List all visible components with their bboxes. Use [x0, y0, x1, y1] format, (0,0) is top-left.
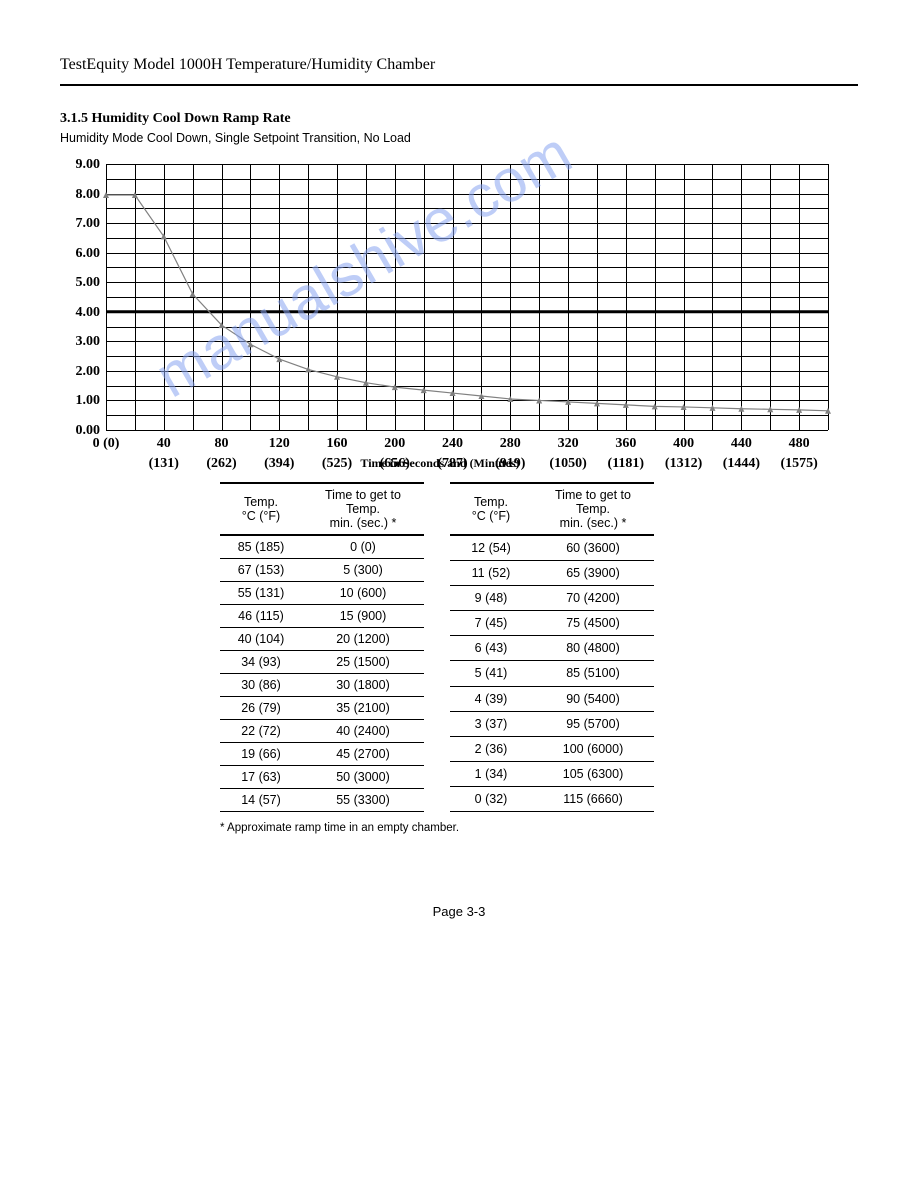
table-cell: 95 (5700) — [532, 711, 654, 736]
table-cell: 85 (5100) — [532, 661, 654, 686]
table-cell: 30 (1800) — [302, 674, 424, 697]
table-cell: 90 (5400) — [532, 686, 654, 711]
table-cell: 75 (4500) — [532, 611, 654, 636]
table-cell: 17 (63) — [220, 766, 302, 789]
table-cell: 46 (115) — [220, 605, 302, 628]
page-number: Page 3-3 — [60, 904, 858, 919]
table-cell: 55 (131) — [220, 582, 302, 605]
section-num: 3.1.5 — [60, 111, 88, 126]
table-cell: 3 (37) — [450, 711, 532, 736]
table-cell: 67 (153) — [220, 559, 302, 582]
table-left: Temp.°C (°F)Time to get toTemp.min. (sec… — [220, 482, 424, 812]
table-cell: 25 (1500) — [302, 651, 424, 674]
table-cell: 10 (600) — [302, 582, 424, 605]
table-note: * Approximate ramp time in an empty cham… — [220, 822, 858, 834]
table-cell: 50 (3000) — [302, 766, 424, 789]
table-cell: 30 (86) — [220, 674, 302, 697]
table-cell: 115 (6660) — [532, 786, 654, 811]
table-cell: 45 (2700) — [302, 743, 424, 766]
section-label: Humidity Cool Down Ramp Rate — [92, 111, 291, 126]
series — [106, 164, 828, 430]
table-cell: 22 (72) — [220, 720, 302, 743]
table-cell: 6 (43) — [450, 636, 532, 661]
table-cell: 0 (0) — [302, 535, 424, 559]
table-cell: 11 (52) — [450, 561, 532, 586]
table-cell: 70 (4200) — [532, 586, 654, 611]
table-cell: 1 (34) — [450, 761, 532, 786]
table-cell: 4 (39) — [450, 686, 532, 711]
doc-title: TestEquity Model 1000H Temperature/Humid… — [60, 56, 858, 74]
table-cell: 65 (3900) — [532, 561, 654, 586]
tables: Temp.°C (°F)Time to get toTemp.min. (sec… — [220, 482, 858, 812]
table-cell: 5 (41) — [450, 661, 532, 686]
table-cell: 34 (93) — [220, 651, 302, 674]
table-cell: 40 (104) — [220, 628, 302, 651]
table-cell: 85 (185) — [220, 535, 302, 559]
table-cell: 80 (4800) — [532, 636, 654, 661]
table-cell: 100 (6000) — [532, 736, 654, 761]
table-cell: 26 (79) — [220, 697, 302, 720]
table-cell: 40 (2400) — [302, 720, 424, 743]
table-cell: 14 (57) — [220, 789, 302, 812]
table-cell: 9 (48) — [450, 586, 532, 611]
header-rule — [60, 84, 858, 86]
table-cell: 15 (900) — [302, 605, 424, 628]
table-cell: 60 (3600) — [532, 535, 654, 561]
table-cell: 5 (300) — [302, 559, 424, 582]
section-heading: 3.1.5 Humidity Cool Down Ramp Rate — [60, 111, 858, 127]
table-cell: 35 (2100) — [302, 697, 424, 720]
table-cell: 7 (45) — [450, 611, 532, 636]
table-cell: 20 (1200) — [302, 628, 424, 651]
table-right: Temp.°C (°F)Time to get toTemp.min. (sec… — [450, 482, 654, 812]
table-cell: 12 (54) — [450, 535, 532, 561]
table-cell: 2 (36) — [450, 736, 532, 761]
table-cell: 0 (32) — [450, 786, 532, 811]
chart-caption: Humidity Mode Cool Down, Single Setpoint… — [60, 131, 858, 145]
table-cell: 55 (3300) — [302, 789, 424, 812]
chart: Time in Seconds and (Minutes) manualshiv… — [50, 160, 830, 470]
table-cell: 105 (6300) — [532, 761, 654, 786]
table-cell: 19 (66) — [220, 743, 302, 766]
